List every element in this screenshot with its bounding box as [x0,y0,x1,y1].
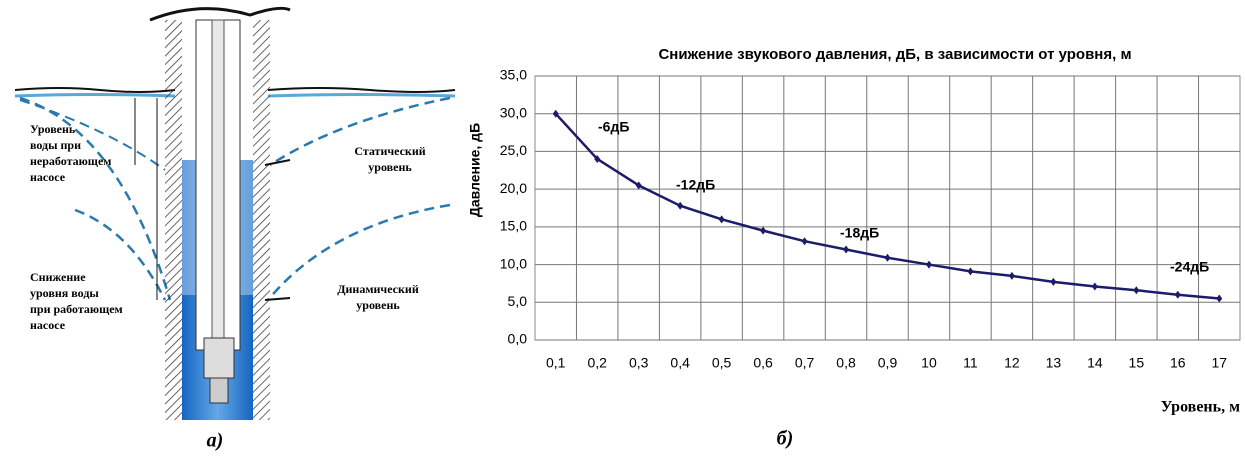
caption: а) [207,430,224,452]
point [1050,278,1056,286]
point [926,261,932,269]
y-tick-label: 10,0 [500,255,527,271]
x-tick-label: 12 [1004,355,1020,371]
x-tick-label: 0,3 [629,355,649,371]
x-tick-label: 0,2 [587,355,607,371]
diagram-label: Динамический [337,282,419,296]
chart-title: Снижение звукового давления, дБ, в завис… [658,46,1131,63]
annotation: -24дБ [1170,259,1209,275]
x-tick-label: 17 [1211,355,1227,371]
diagram-label: Статический [354,144,425,158]
annotation: -18дБ [840,225,879,241]
y-tick-label: 0,0 [508,331,528,347]
diagram-label: уровень [356,298,400,312]
point [843,245,849,253]
series-line [556,114,1220,299]
diagram-label: Снижение [30,270,86,284]
x-tick-label: 13 [1046,355,1062,371]
point [1092,282,1098,290]
x-tick-label: 14 [1087,355,1103,371]
x-tick-label: 0,7 [795,355,815,371]
point [802,237,808,245]
point [677,202,683,210]
y-axis-label: Давление, дБ [467,123,483,217]
point [1009,272,1015,280]
page: {"diagram":{"labels":{"static_water":["У… [0,0,1245,456]
point [967,267,973,275]
well-diagram [15,8,455,420]
caption: б) [777,428,794,450]
diagram-label: уровень [368,160,412,174]
y-tick-label: 30,0 [500,104,527,120]
x-tick-label: 10 [921,355,937,371]
point [719,215,725,223]
diagram-label: насосе [30,170,66,184]
point [1175,291,1181,299]
x-axis-label: Уровень, м [1161,399,1240,416]
figure: Уровень воды при неработающем насосе Статиче… [0,0,1245,456]
point [885,254,891,262]
diagram-label: воды при [30,138,81,152]
x-tick-label: 0,5 [712,355,732,371]
annotation: -6дБ [598,119,629,135]
y-tick-label: 25,0 [500,142,527,158]
x-tick-label: 0,4 [670,355,690,371]
y-tick-label: 15,0 [500,218,527,234]
point [1133,286,1139,294]
annotation: -12дБ [676,177,715,193]
x-tick-label: 0,6 [753,355,773,371]
y-tick-label: 20,0 [500,180,527,196]
diagram-label: уровня воды [30,286,99,300]
diagram-label: при работающем [30,302,123,316]
plot-area [535,76,1240,340]
diagram-label: насосе [30,318,66,332]
x-tick-label: 0,9 [878,355,898,371]
point [760,227,766,235]
x-tick-label: 11 [963,355,978,371]
point [1216,295,1222,303]
y-tick-label: 5,0 [508,293,528,309]
x-tick-label: 15 [1129,355,1145,371]
x-tick-label: 0,8 [836,355,856,371]
diagram-label: Уровень [30,122,76,136]
x-tick-label: 0,1 [546,355,566,371]
diagram-label: неработающем [30,154,111,168]
x-tick-label: 16 [1170,355,1186,371]
y-tick-label: 35,0 [500,67,527,83]
